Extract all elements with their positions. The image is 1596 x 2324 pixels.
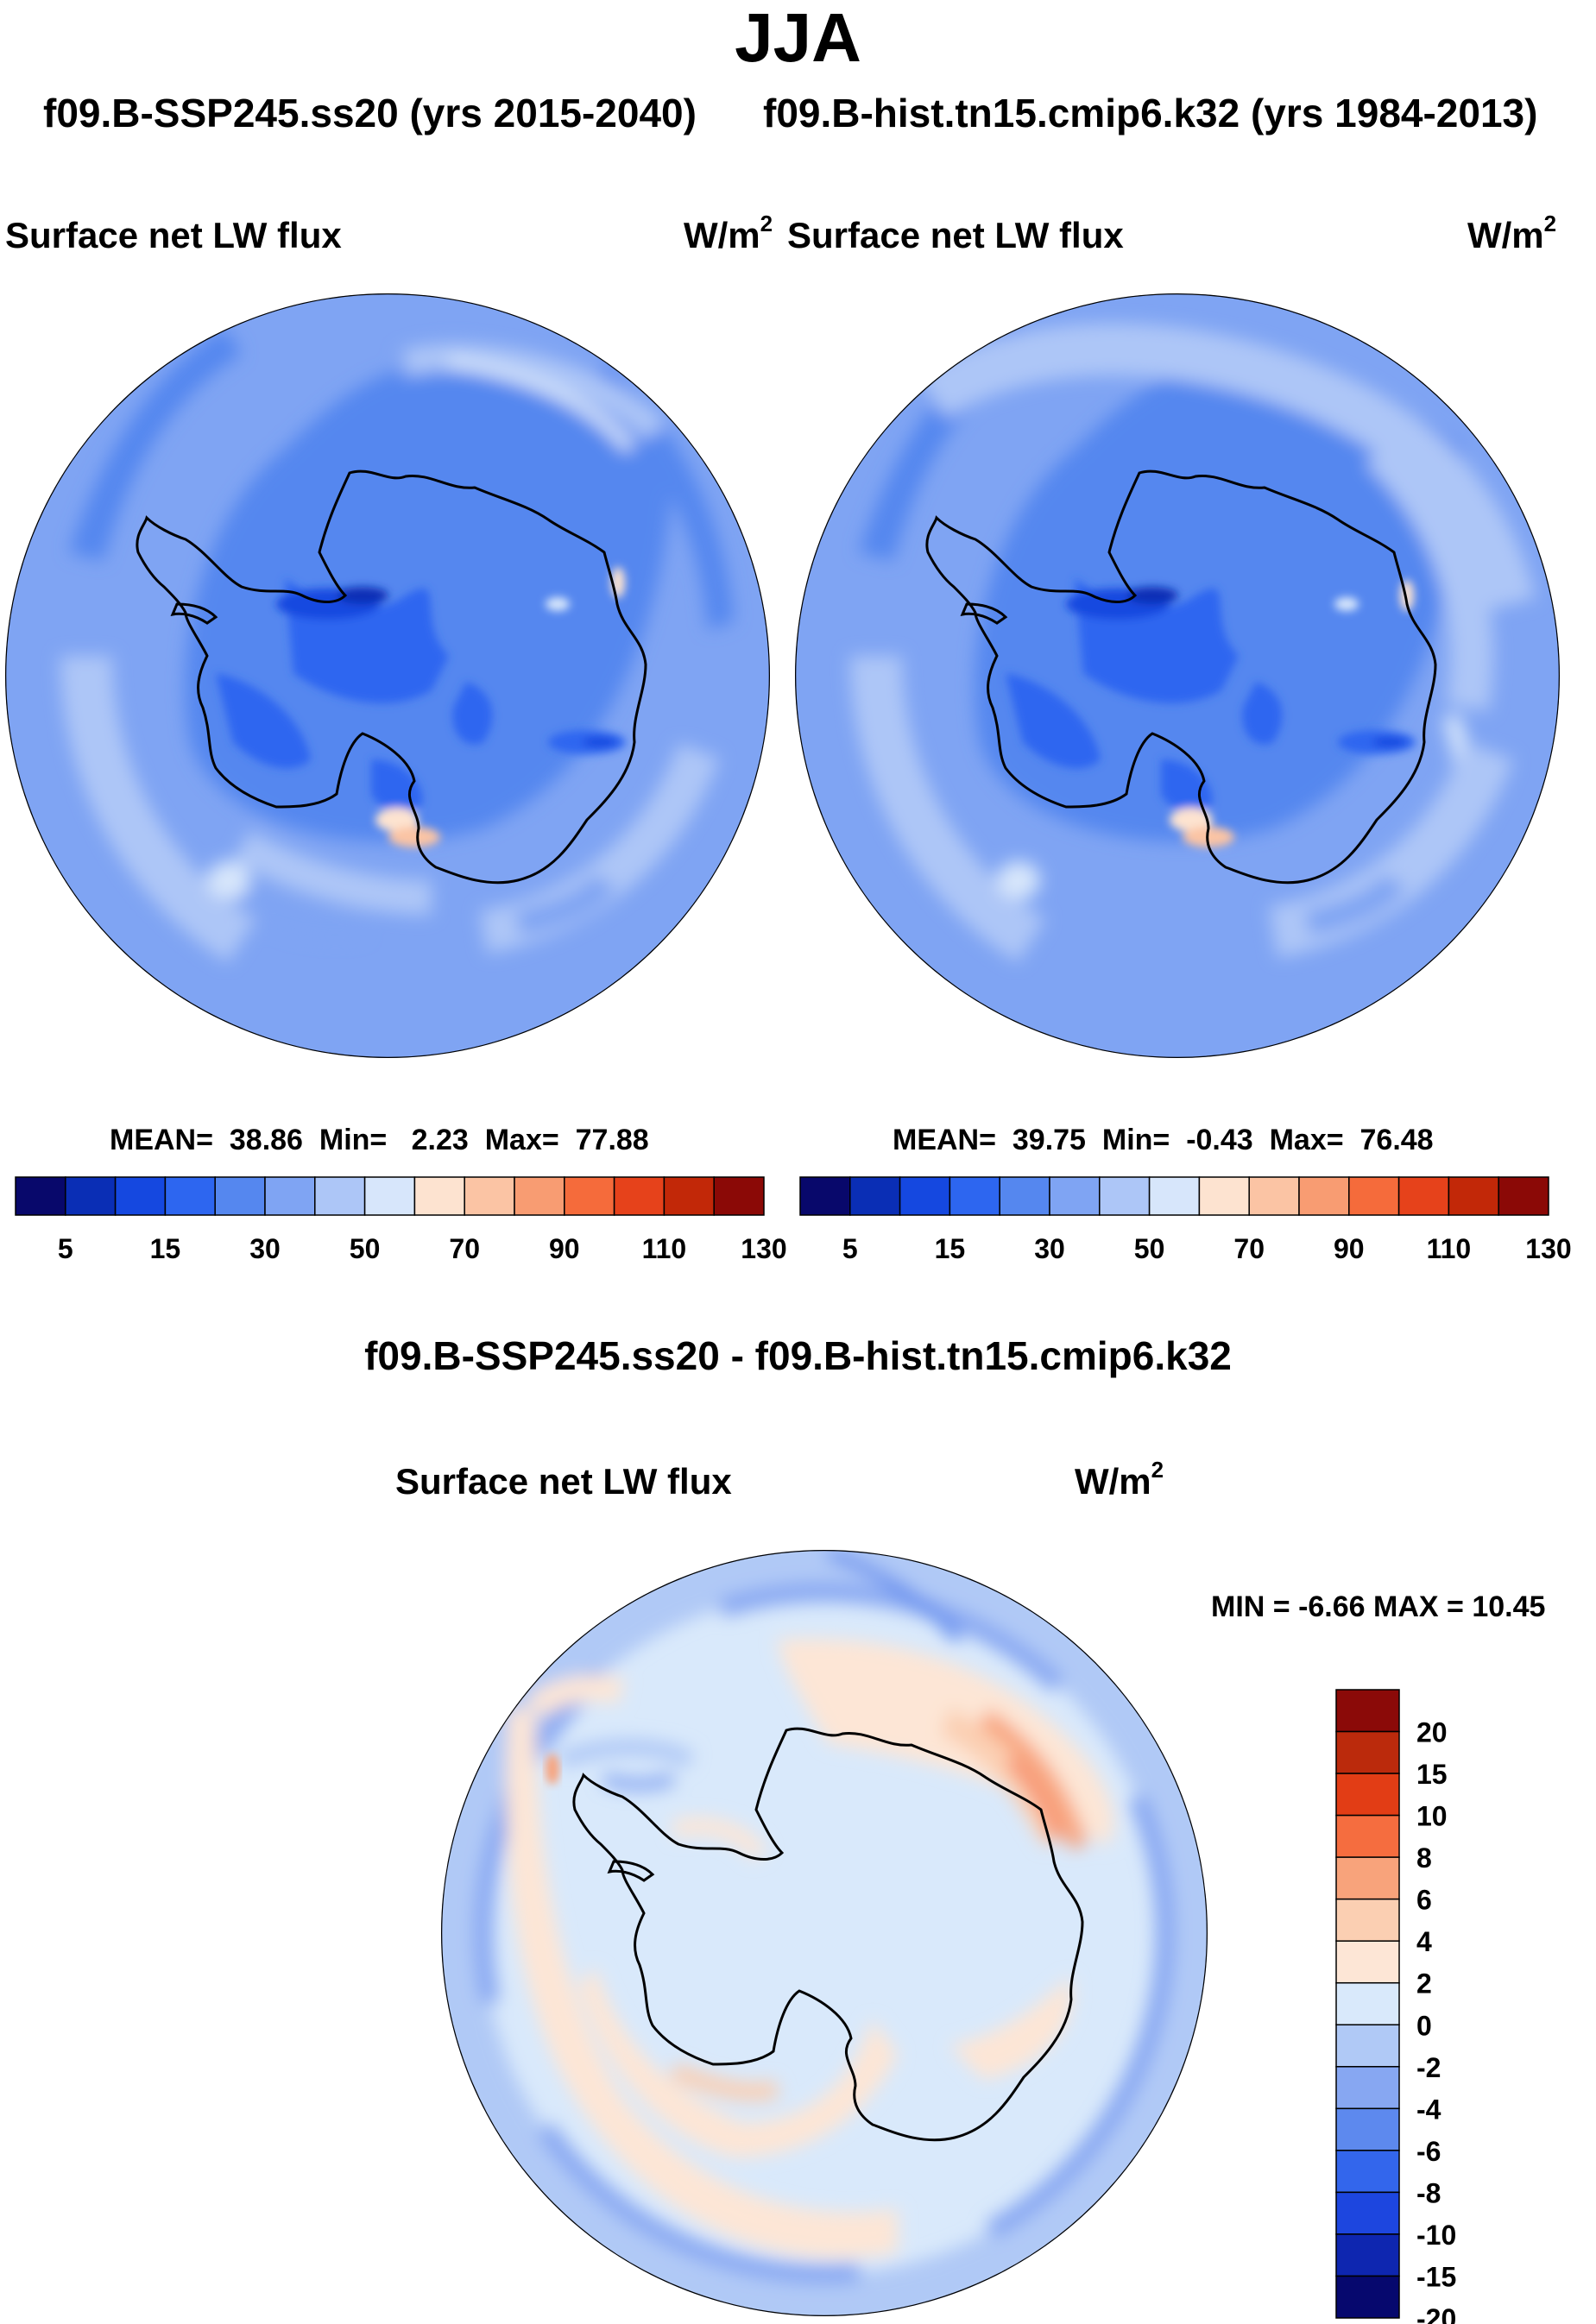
difference-colorbar-tick-label: -2: [1416, 2052, 1441, 2083]
difference-colorbar-tick-label: -10: [1416, 2220, 1456, 2251]
case-colorbar-box: [564, 1176, 615, 1216]
figure-title: JJA: [735, 0, 861, 76]
reference-colorbar-tick-label: 50: [1134, 1233, 1165, 1264]
case-colorbar-tick-label: 130: [741, 1233, 786, 1264]
difference-colorbar-tick-label: 0: [1416, 2010, 1432, 2041]
difference-title: f09.B-SSP245.ss20 - f09.B-hist.tn15.cmip…: [364, 1333, 1232, 1378]
difference-colorbar-tick-label: -6: [1416, 2136, 1441, 2167]
difference-colorbar-tick-label: 10: [1416, 1801, 1448, 1832]
case-colorbar: 5 15 30 50 70 90 110 130: [15, 1176, 787, 1264]
reference-colorbar-box: [799, 1176, 851, 1216]
case-panel-units: W/m2: [684, 211, 773, 255]
difference-colorbar-box: [1335, 1898, 1400, 1942]
difference-colorbar-box: [1335, 1689, 1400, 1733]
reference-colorbar-box: [1049, 1176, 1101, 1216]
reference-colorbar-tick-label: 5: [842, 1233, 858, 1264]
reference-colorbar-tick-label: 70: [1233, 1233, 1265, 1264]
case-colorbar-tick-label: 50: [350, 1233, 381, 1264]
case-colorbar-box: [65, 1176, 117, 1216]
difference-map: [441, 1550, 1208, 2316]
reference-colorbar-box: [899, 1176, 951, 1216]
case-colorbar-box: [713, 1176, 765, 1216]
reference-colorbar-box: [1298, 1176, 1350, 1216]
reference-colorbar-box: [1348, 1176, 1400, 1216]
case-panel-stats: MEAN= 38.86 Min= 2.23 Max= 77.88: [110, 1124, 649, 1156]
reference-colorbar-box: [1198, 1176, 1250, 1216]
reference-colorbar-box: [949, 1176, 1000, 1216]
reference-subtitle: f09.B-hist.tn15.cmip6.k32 (yrs 1984-2013…: [763, 91, 1538, 135]
difference-colorbar-box: [1335, 2024, 1400, 2068]
difference-colorbar-tick-label: 2: [1416, 1968, 1432, 2000]
case-map: [5, 293, 770, 1058]
reference-panel-units: W/m2: [1467, 211, 1557, 255]
case-colorbar-box: [663, 1176, 715, 1216]
difference-colorbar-box: [1335, 1940, 1400, 1984]
case-colorbar-box: [264, 1176, 316, 1216]
case-panel-title: Surface net LW flux: [5, 215, 342, 255]
case-colorbar-tick-label: 5: [58, 1233, 73, 1264]
reference-colorbar-box: [1397, 1176, 1450, 1216]
case-colorbar-box: [464, 1176, 515, 1216]
difference-colorbar-box: [1335, 2275, 1400, 2319]
difference-colorbar-box: [1335, 1730, 1400, 1774]
reference-colorbar-tick-label: 30: [1034, 1233, 1065, 1264]
case-colorbar-box: [164, 1176, 216, 1216]
difference-panel-title: Surface net LW flux: [395, 1461, 732, 1502]
difference-colorbar-box: [1335, 2191, 1400, 2235]
reference-colorbar-tick-label: 15: [935, 1233, 966, 1264]
difference-colorbar-box: [1335, 1814, 1400, 1858]
case-subtitle: f09.B-SSP245.ss20 (yrs 2015-2040): [43, 91, 697, 135]
case-colorbar-tick-label: 70: [449, 1233, 480, 1264]
case-colorbar-box: [363, 1176, 416, 1216]
difference-colorbar-box: [1335, 2233, 1400, 2277]
case-colorbar-box: [613, 1176, 666, 1216]
reference-colorbar-tick-label: 130: [1525, 1233, 1571, 1264]
reference-colorbar-box: [849, 1176, 901, 1216]
reference-panel-stats: MEAN= 39.75 Min= -0.43 Max= 76.48: [893, 1124, 1434, 1156]
reference-colorbar-tick-label: 110: [1427, 1233, 1472, 1264]
reference-colorbar-box: [1498, 1176, 1549, 1216]
case-colorbar-tick-label: 30: [249, 1233, 281, 1264]
difference-colorbar-tick-label: 8: [1416, 1842, 1432, 1874]
reference-colorbar-box: [999, 1176, 1050, 1216]
case-colorbar-tick-label: 110: [642, 1233, 687, 1264]
difference-colorbar-tick-label: -20: [1416, 2303, 1456, 2324]
reference-colorbar-tick-label: 90: [1334, 1233, 1365, 1264]
reference-colorbar-box: [1248, 1176, 1300, 1216]
case-colorbar-box: [514, 1176, 565, 1216]
case-colorbar-tick-label: 90: [549, 1233, 580, 1264]
difference-colorbar-box: [1335, 2150, 1400, 2194]
difference-colorbar-tick-label: -8: [1416, 2177, 1441, 2208]
difference-colorbar-tick-label: -4: [1416, 2094, 1441, 2125]
reference-colorbar: 5 15 30 50 70 90 110 130: [799, 1176, 1572, 1264]
difference-colorbar-box: [1335, 1856, 1400, 1900]
difference-colorbar-tick-label: -15: [1416, 2261, 1456, 2292]
difference-colorbar-tick-label: 4: [1416, 1926, 1432, 1957]
reference-colorbar-box: [1148, 1176, 1201, 1216]
reference-colorbar-box: [1448, 1176, 1499, 1216]
case-colorbar-box: [15, 1176, 66, 1216]
difference-panel-stats: MIN = -6.66 MAX = 10.45: [1211, 1590, 1546, 1623]
difference-colorbar-box: [1335, 1773, 1400, 1817]
difference-colorbar-box: [1335, 2107, 1400, 2151]
case-colorbar-box: [314, 1176, 366, 1216]
case-colorbar-box: [413, 1176, 465, 1216]
case-colorbar-box: [214, 1176, 266, 1216]
difference-panel-units: W/m2: [1075, 1457, 1164, 1502]
difference-colorbar-box: [1335, 2066, 1400, 2110]
difference-colorbar-tick-label: 15: [1416, 1759, 1448, 1790]
case-colorbar-box: [114, 1176, 167, 1216]
difference-colorbar-tick-label: 20: [1416, 1717, 1448, 1748]
reference-colorbar-box: [1099, 1176, 1151, 1216]
reference-map: [795, 293, 1560, 1058]
difference-colorbar-tick-label: 6: [1416, 1885, 1432, 1916]
case-colorbar-tick-label: 15: [150, 1233, 181, 1264]
difference-colorbar-box: [1335, 1981, 1400, 2026]
reference-panel-title: Surface net LW flux: [787, 215, 1124, 255]
